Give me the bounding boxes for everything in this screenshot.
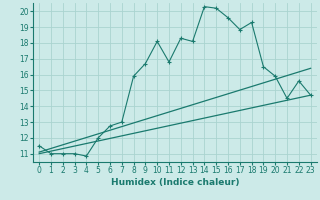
X-axis label: Humidex (Indice chaleur): Humidex (Indice chaleur) [111,178,239,187]
